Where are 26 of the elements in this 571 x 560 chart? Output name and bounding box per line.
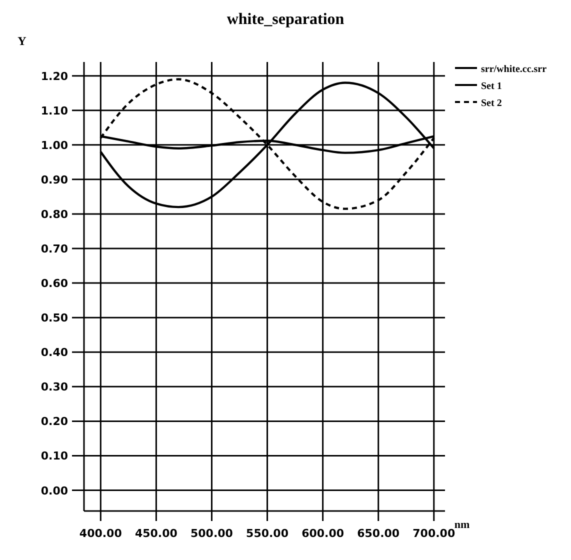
y-tick-label: 0.10 — [40, 450, 68, 463]
legend-label: Set 2 — [481, 98, 502, 109]
x-axis-title: nm — [454, 519, 470, 531]
legend-label: srr/white.cc.srr — [481, 64, 548, 75]
y-tick-label: 0.20 — [40, 415, 68, 428]
y-axis-title: Y — [18, 34, 27, 48]
legend-label: Set 1 — [481, 81, 502, 92]
x-tick-label: 400.00 — [79, 527, 122, 540]
x-tick-label: 650.00 — [357, 527, 400, 540]
y-tick-label: 1.00 — [40, 138, 68, 152]
y-tick-label: 0.60 — [40, 277, 68, 290]
x-tick-label: 500.00 — [190, 527, 234, 540]
x-tick-label: 700.00 — [412, 527, 456, 540]
x-tick-label: 550.00 — [246, 527, 289, 540]
y-tick-label: 1.20 — [40, 70, 68, 83]
y-tick-label: 0.90 — [40, 173, 68, 186]
chart-title: white_separation — [226, 11, 344, 28]
y-tick-label: 1.10 — [40, 104, 68, 118]
x-tick-label: 450.00 — [134, 527, 178, 540]
y-tick-label: 0.40 — [40, 346, 68, 360]
y-tick-label: 0.70 — [40, 242, 68, 256]
y-tick-label: 0.80 — [40, 208, 68, 221]
x-tick-label: 600.00 — [302, 527, 344, 540]
y-tick-label: 0.00 — [40, 484, 68, 498]
y-tick-label: 0.50 — [40, 312, 68, 325]
y-tick-label: 0.30 — [40, 380, 68, 394]
